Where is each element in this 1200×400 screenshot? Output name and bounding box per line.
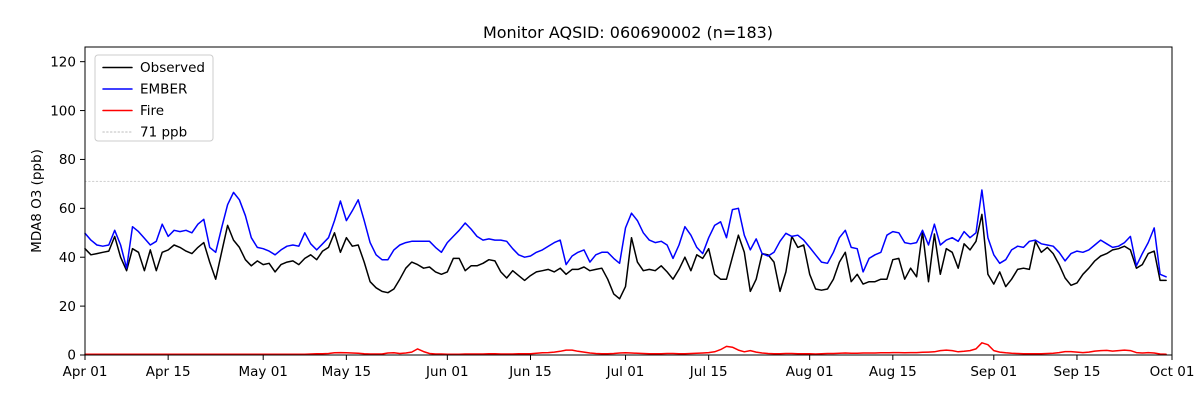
x-tick-label: Jun 15: [508, 364, 552, 380]
x-tick-label: Jul 01: [606, 364, 645, 380]
series-line-fire: [84, 342, 1167, 356]
x-tick-label: Apr 15: [146, 364, 191, 380]
x-tick-label: Jul 15: [689, 364, 728, 380]
x-tick-label: Aug 01: [786, 364, 834, 380]
legend-label-fire: Fire: [140, 103, 164, 119]
x-tick-label: Sep 01: [970, 364, 1017, 380]
legend-label-ember: EMBER: [140, 82, 187, 98]
plot-area: 0 20 40 60 80 100 120 Apr 01 Apr 15 May 01 May 15 J…: [50, 46, 1195, 380]
x-tick-label: Sep 15: [1054, 364, 1101, 380]
legend-box: [94, 54, 214, 142]
x-tick-label: May 15: [322, 364, 371, 380]
y-tick-label: 80: [59, 152, 76, 168]
y-tick-label: 60: [59, 201, 76, 217]
y-tick-label: 100: [50, 103, 76, 119]
x-tick-label: Oct 01: [1150, 364, 1195, 380]
x-tick-label: May 01: [239, 364, 288, 380]
legend-label-71-ppb: 71 ppb: [140, 125, 187, 141]
plot-box: [84, 46, 1173, 356]
x-tick-label: Aug 15: [869, 364, 917, 380]
y-tick-label: 40: [59, 250, 76, 266]
y-tick-label: 0: [67, 348, 76, 364]
chart-title: Monitor AQSID: 060690002 (n=183): [483, 23, 773, 42]
y-axis-label: MDA8 O3 (ppb): [29, 149, 45, 253]
x-tick-label: Jun 01: [425, 364, 469, 380]
x-tick-label: Apr 01: [63, 364, 108, 380]
y-tick-label: 120: [50, 54, 76, 70]
legend: Observed EMBER Fire 71 ppb: [94, 54, 214, 142]
y-tick-label: 20: [59, 299, 76, 315]
series-line-observed: [84, 213, 1167, 300]
legend-label-observed: Observed: [140, 60, 205, 76]
series-line-ember: [84, 189, 1167, 278]
